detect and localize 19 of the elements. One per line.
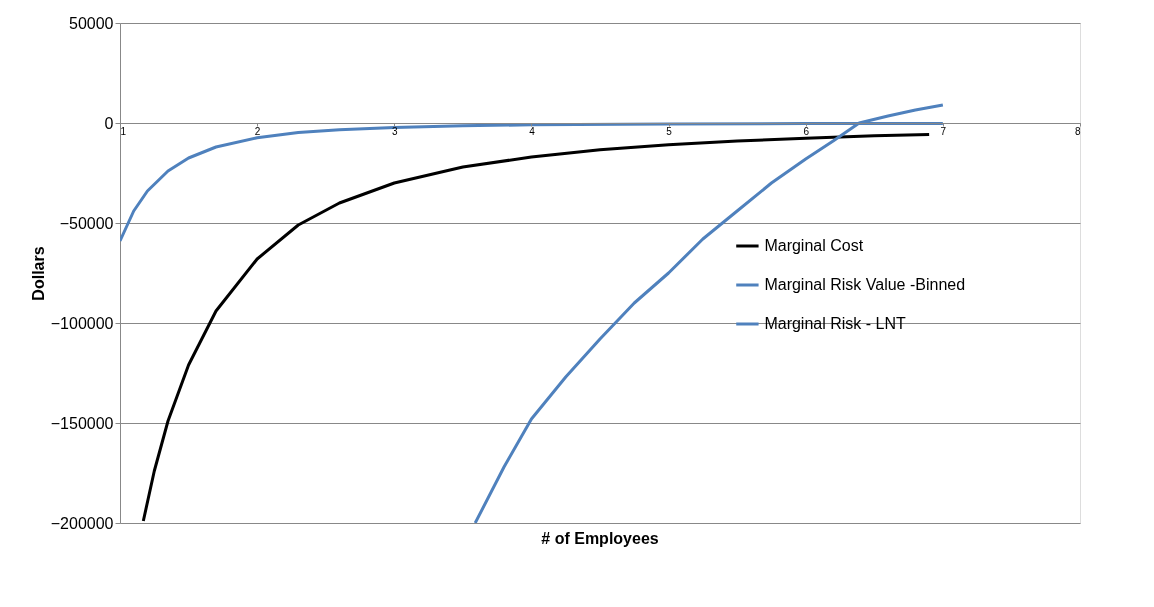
x-tick-label: 1 bbox=[120, 125, 127, 137]
y-tick-label: −150000 bbox=[50, 414, 114, 432]
legend-label: Marginal Risk - LNT bbox=[764, 315, 906, 332]
x-tick-label: 8 bbox=[1074, 125, 1081, 137]
x-axis-title: # of Employees bbox=[541, 530, 659, 547]
y-tick-label: −100000 bbox=[50, 314, 114, 332]
y-axis-title: Dollars bbox=[29, 246, 47, 301]
legend-label: Marginal Risk Value -Binned bbox=[764, 276, 966, 293]
y-tick-label: −50000 bbox=[59, 214, 114, 232]
x-tick-label: 2 bbox=[254, 125, 261, 137]
x-tick-label: 5 bbox=[666, 125, 673, 137]
legend-label: Marginal Cost bbox=[764, 237, 864, 254]
y-tick-label: 0 bbox=[104, 114, 114, 132]
x-tick-label: 3 bbox=[392, 125, 398, 137]
y-tick-label: −200000 bbox=[50, 514, 114, 532]
y-tick-label: 50000 bbox=[69, 14, 114, 32]
x-tick-label: 4 bbox=[529, 125, 536, 137]
x-tick-label: 6 bbox=[803, 125, 810, 137]
x-tick-label: 7 bbox=[940, 125, 947, 137]
